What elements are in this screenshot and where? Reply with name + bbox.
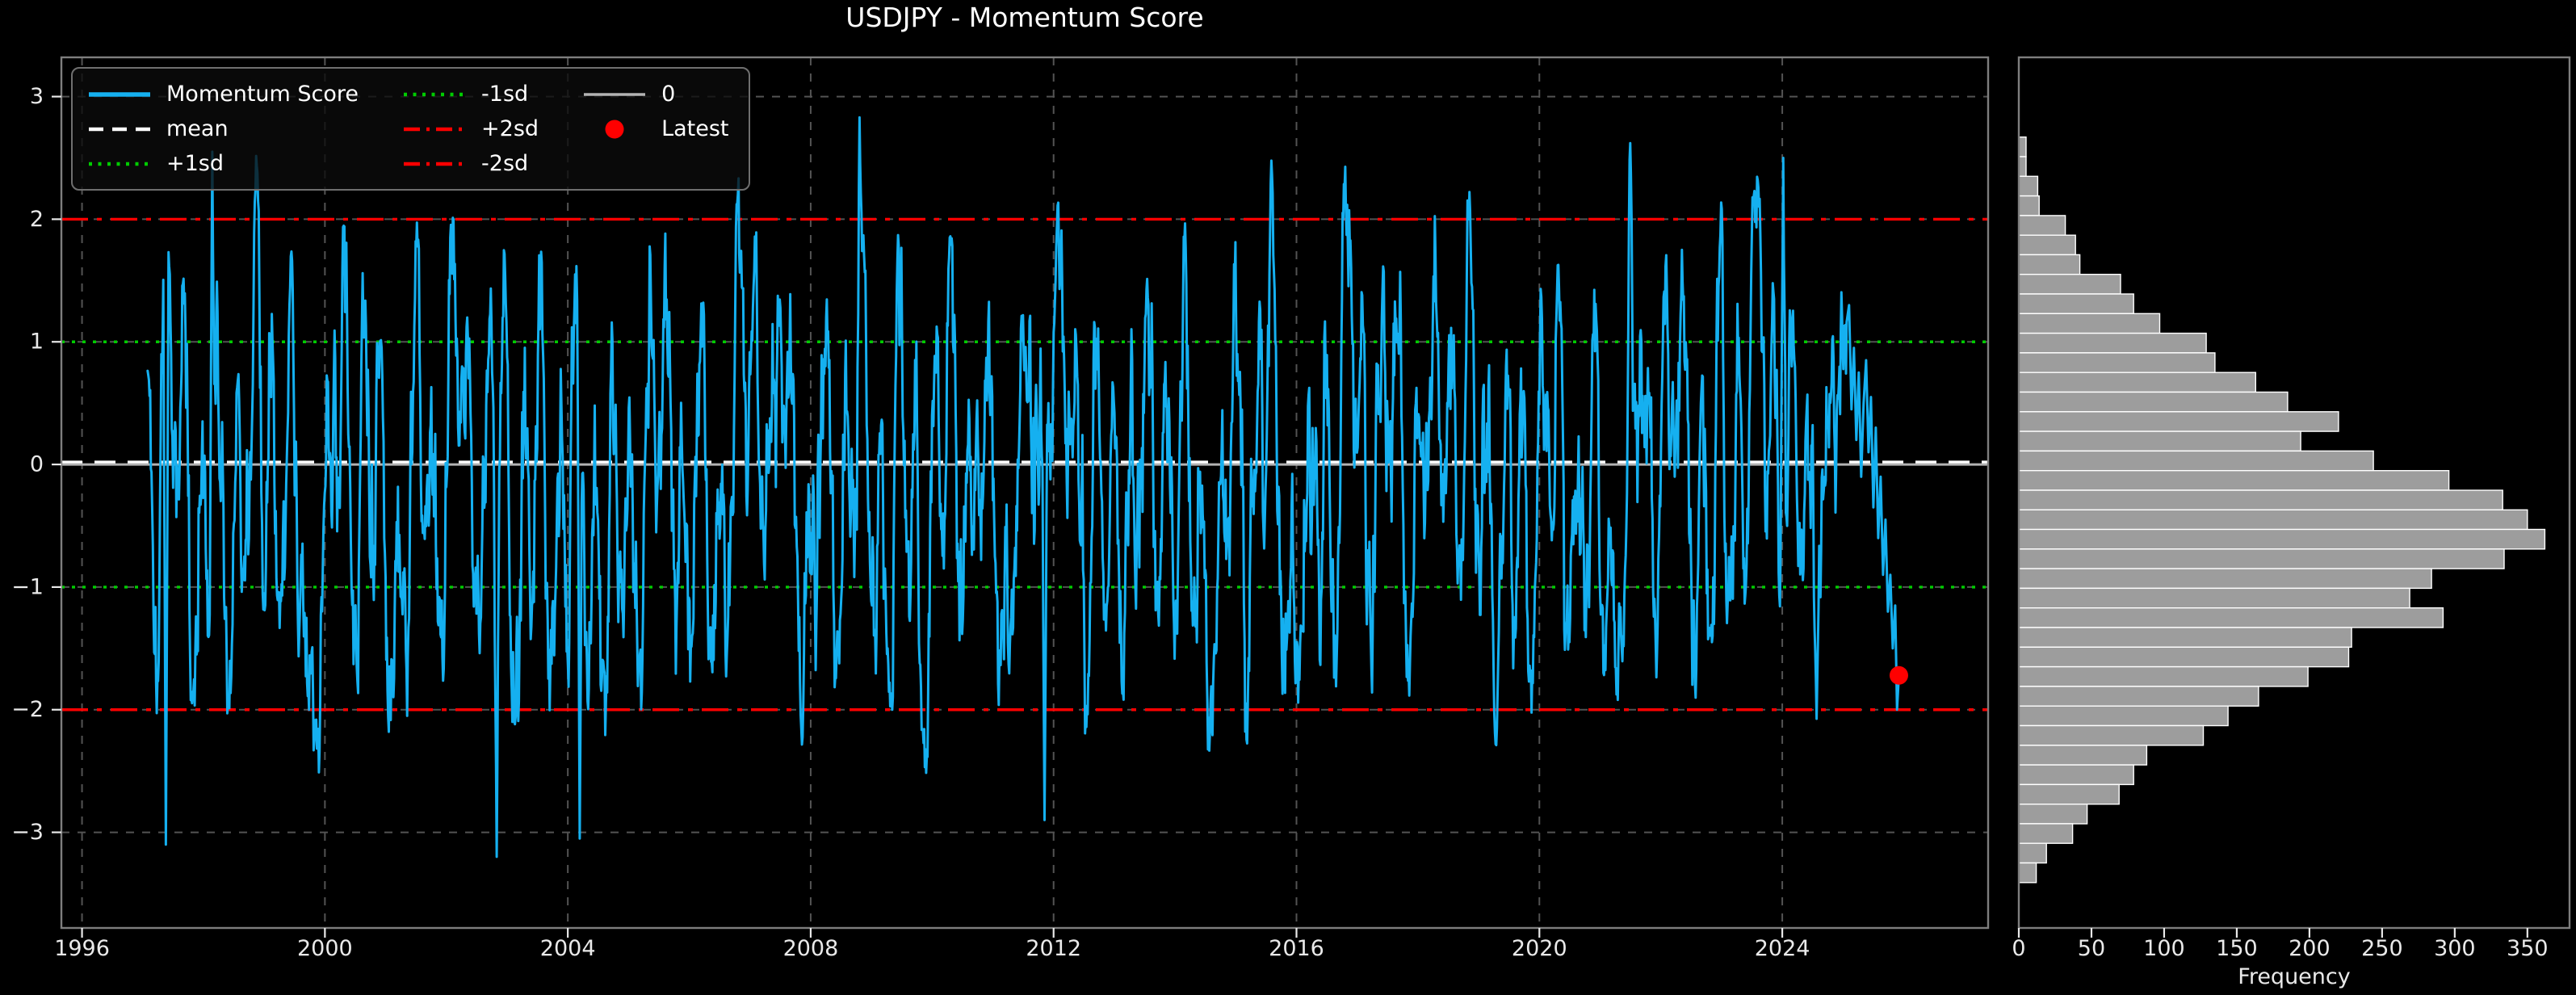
tick-label: 2024 [1755,936,1810,961]
legend-line-swatch [404,162,466,166]
legend-line-swatch [89,127,150,131]
tick-label: −3 [11,820,44,845]
legend-marker-swatch [605,120,624,138]
legend-label: Latest [661,116,729,141]
axis-ticks: 1996 2000 2004 2008 2012 2016 2020 20243210−1−2… [11,84,2548,961]
tick-label: 2 [30,207,44,232]
histogram-bar [2018,587,2410,609]
legend-label: +1sd [166,151,224,176]
histogram-bar [2018,627,2352,648]
tick-label: 2012 [1026,936,1081,961]
tick-label: 0 [30,452,44,477]
histogram-bar [2018,195,2040,216]
tick-label: 350 [2507,936,2549,961]
histogram-plot-frame [2017,56,2571,930]
tick-label: 250 [2361,936,2403,961]
histogram-bar [2018,745,2148,766]
histogram-bar [2018,411,2339,432]
tick-label: 2020 [1512,936,1567,961]
histogram-bar [2018,568,2432,590]
histogram-bar [2018,136,2027,157]
histogram-bar [2018,686,2259,707]
histogram-bar [2018,156,2027,177]
tick-label: −2 [11,697,44,722]
legend-entry: Momentum Score [86,77,359,111]
legend-column: 0 Latest [581,77,729,181]
legend-label: -1sd [481,82,529,107]
tick-label: −1 [11,574,44,599]
momentum-line [146,115,1900,859]
legend-box: Momentum Score mean +1sd -1sd +2sd -2sd 0 Lates… [71,67,750,191]
tick-label: 1996 [54,936,110,961]
main-plot-frame [60,56,1990,930]
legend-line-swatch [89,162,150,166]
histogram-bar [2018,254,2081,275]
histogram-bar [2018,313,2161,334]
histogram-bar [2018,274,2121,295]
legend-column: Momentum Score mean +1sd [86,77,359,181]
legend-line-swatch [89,91,150,97]
histogram-bar [2018,842,2047,864]
histogram-bar [2018,430,2301,452]
tick-label: 2004 [540,936,596,961]
histogram-bar [2018,509,2528,531]
legend-label: Momentum Score [166,82,359,107]
histogram-bar [2018,764,2134,786]
tick-label: 150 [2216,936,2258,961]
histogram-bar [2018,804,2088,825]
legend-line-swatch [584,92,646,96]
histogram-bars [2018,136,2546,884]
tick-label: 0 [2012,936,2025,961]
histogram-bar [2018,823,2074,844]
histogram-xlabel: Frequency [2238,964,2351,989]
histogram-bar [2018,489,2503,510]
legend-entry: +2sd [401,111,539,146]
legend-entry: -2sd [401,146,539,181]
legend-entry: 0 [581,77,728,111]
histogram-bar [2018,293,2134,314]
histogram-bar [2018,705,2229,727]
histogram-bar [2018,665,2309,687]
legend-label: mean [166,116,229,141]
histogram-bar [2018,646,2350,668]
histogram-bar [2018,607,2444,628]
histogram-bar [2018,175,2039,197]
histogram-bar [2018,391,2289,413]
tick-label: 300 [2434,936,2476,961]
tick-label: 1 [30,330,44,355]
histogram-bar [2018,450,2374,472]
chart-title: USDJPY - Momentum Score [845,2,1204,33]
histogram-bar [2018,234,2076,256]
histogram-bar [2018,352,2216,373]
legend-line-swatch [404,127,466,131]
histogram-bar [2018,215,2066,236]
histogram-bar [2018,332,2207,354]
tick-label: 2000 [297,936,353,961]
histogram-bar [2018,372,2256,393]
tick-label: 100 [2143,936,2185,961]
legend-label: -2sd [481,151,529,176]
histogram-bar [2018,548,2505,569]
legend-column: -1sd +2sd -2sd [401,77,539,181]
legend-entry: +1sd [86,146,359,181]
tick-label: 50 [2078,936,2105,961]
histogram-bar [2018,724,2205,746]
legend-label: 0 [661,82,676,107]
histogram-bar [2018,528,2546,550]
tick-label: 200 [2289,936,2331,961]
legend-entry: -1sd [401,77,539,111]
tick-label: 3 [30,84,44,109]
legend-line-swatch [404,92,466,96]
histogram-bar [2018,470,2450,491]
legend-entry: Latest [581,111,729,146]
latest-point [1889,665,1908,685]
legend-entry: mean [86,111,359,146]
tick-label: 2008 [783,936,839,961]
histogram-bar [2018,783,2120,805]
legend-label: +2sd [481,116,539,141]
tick-label: 2016 [1269,936,1324,961]
histogram-bar [2018,862,2037,884]
